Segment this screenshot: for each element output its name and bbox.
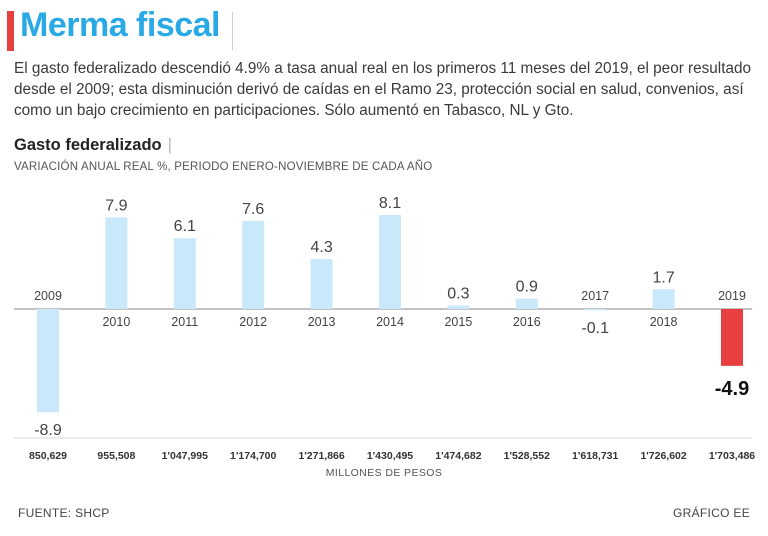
year-label-2013: 2013 [308, 315, 336, 329]
bar-2013 [310, 259, 333, 309]
amount-label-2016: 1'528,552 [504, 450, 550, 462]
amount-label-2012: 1'174,700 [230, 450, 276, 462]
amount-label-2014: 1'430,495 [367, 450, 413, 462]
bar-2014 [379, 215, 401, 309]
bar-2011 [173, 238, 196, 309]
year-label-2016: 2016 [513, 315, 541, 329]
amount-label-2018: 1'726,602 [640, 450, 686, 462]
intro-text: El gasto federalizado descendió 4.9% a t… [14, 60, 751, 119]
bar-2009 [37, 309, 59, 413]
year-label-2009: 2009 [34, 289, 62, 303]
page-title: Merma fiscal [20, 6, 221, 44]
amount-label-2013: 1'271,866 [298, 450, 344, 462]
year-label-2018: 2018 [650, 315, 678, 329]
year-label-2019: 2019 [718, 289, 746, 303]
value-label-2013: 4.3 [310, 239, 332, 256]
bar-2016 [515, 298, 538, 309]
year-label-2010: 2010 [102, 315, 130, 329]
value-label-2019: -4.9 [715, 378, 749, 400]
title-divider [232, 12, 233, 50]
chart-subtitle: VARIACIÓN ANUAL REAL %, PERIODO ENERO-NO… [14, 161, 433, 173]
source-note: FUENTE: SHCP [18, 506, 110, 520]
value-label-2011: 6.1 [174, 218, 196, 235]
bar-2012 [242, 220, 265, 309]
amount-label-2011: 1'047,995 [162, 450, 208, 462]
chart-title-separator: | [167, 136, 172, 154]
year-label-2017: 2017 [581, 289, 609, 303]
year-label-2015: 2015 [444, 315, 472, 329]
amount-label-2010: 955,508 [97, 450, 135, 462]
bar-2015 [447, 305, 470, 309]
amount-label-2017: 1'618,731 [572, 450, 618, 462]
title-accent-bar [7, 11, 14, 51]
value-label-2018: 1.7 [652, 269, 674, 286]
amounts-unit-label: MILLONES DE PESOS [326, 467, 443, 479]
credit-note: GRÁFICO EE [672, 506, 750, 520]
bar-2010 [105, 217, 128, 309]
amount-label-2019: 1'703,486 [709, 450, 755, 462]
chart-title-text: Gasto federalizado [14, 136, 162, 154]
value-label-2009: -8.9 [34, 422, 62, 439]
amount-label-2015: 1'474,682 [435, 450, 481, 462]
value-label-2015: 0.3 [447, 286, 469, 303]
year-label-2011: 2011 [171, 315, 198, 329]
year-label-2014: 2014 [376, 315, 404, 329]
amount-label-2009: 850,629 [29, 450, 67, 462]
year-label-2012: 2012 [239, 315, 267, 329]
value-label-2017: -0.1 [581, 320, 609, 337]
value-label-2016: 0.9 [516, 279, 538, 296]
chart-title: Gasto federalizado | [14, 136, 172, 155]
bar-2019 [721, 309, 743, 366]
value-label-2014: 8.1 [379, 195, 401, 212]
value-label-2012: 7.6 [242, 201, 264, 218]
bar-2018 [652, 289, 675, 309]
value-label-2010: 7.9 [105, 197, 127, 214]
bar-2017 [584, 309, 607, 311]
